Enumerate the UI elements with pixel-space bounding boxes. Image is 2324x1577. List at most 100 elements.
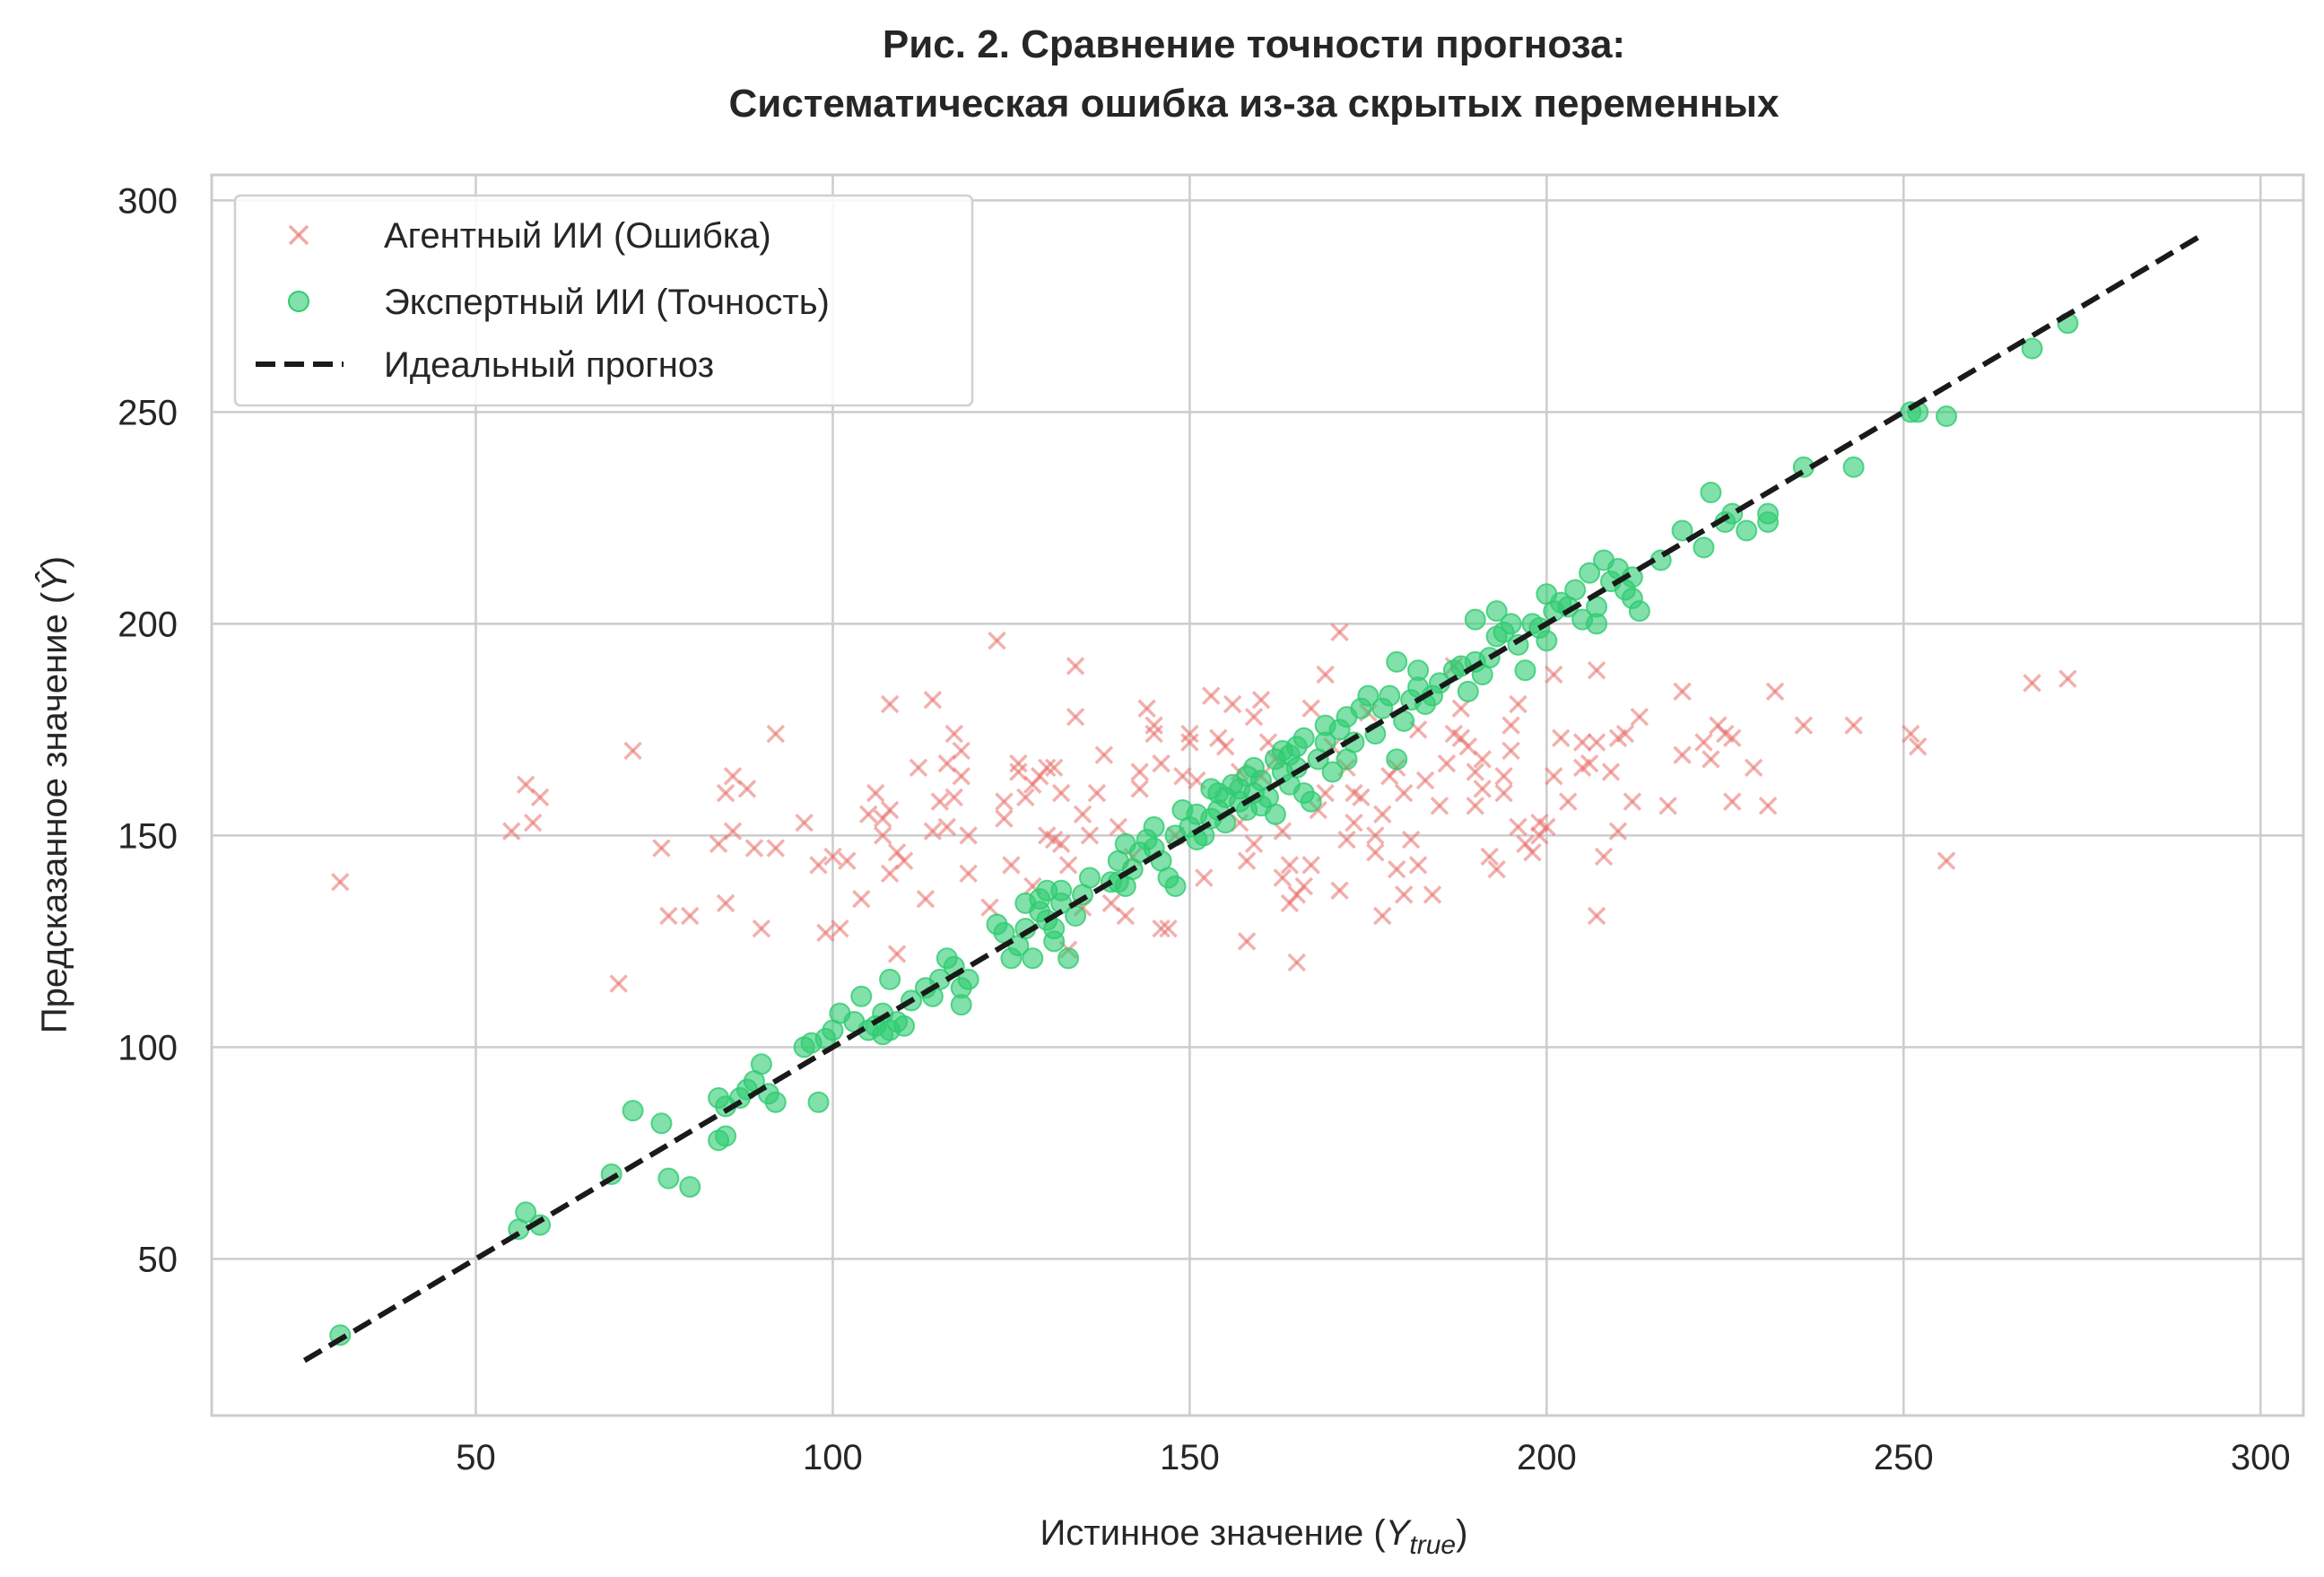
agent-point bbox=[1509, 817, 1528, 837]
ideal-forecast-line bbox=[302, 231, 2206, 1364]
agent-point bbox=[530, 788, 550, 807]
expert-point bbox=[1485, 600, 1508, 623]
agent-point bbox=[1373, 906, 1392, 926]
agent-point bbox=[1273, 822, 1293, 841]
agent-point bbox=[1180, 724, 1199, 744]
agent-point bbox=[1195, 868, 1214, 887]
agent-point bbox=[823, 847, 842, 867]
agent-point bbox=[952, 767, 971, 786]
expert-point bbox=[807, 1091, 830, 1113]
expert-point bbox=[1050, 879, 1073, 902]
agent-point bbox=[652, 839, 671, 858]
agent-point bbox=[1202, 686, 1221, 705]
agent-point bbox=[1287, 953, 1307, 972]
agent-point bbox=[1301, 856, 1320, 875]
y-tick-label: 150 bbox=[118, 816, 178, 856]
agent-point bbox=[1180, 733, 1199, 752]
agent-point bbox=[1794, 716, 1814, 735]
agent-point bbox=[1587, 661, 1606, 680]
expert-point bbox=[1293, 727, 1315, 749]
agent-point bbox=[766, 839, 786, 858]
agent-point bbox=[944, 724, 963, 744]
expert-point bbox=[1628, 600, 1650, 623]
agent-point bbox=[752, 919, 771, 938]
expert-point bbox=[1143, 815, 1165, 838]
y-tick-label: 300 bbox=[118, 181, 178, 221]
agent-point bbox=[1130, 780, 1149, 798]
agent-point bbox=[1494, 767, 1513, 786]
agent-series bbox=[331, 623, 2077, 993]
expert-point bbox=[1671, 519, 1693, 542]
agent-point bbox=[880, 800, 900, 820]
expert-point bbox=[957, 968, 979, 990]
expert-point bbox=[1379, 684, 1401, 707]
expert-point bbox=[1078, 867, 1101, 889]
agent-point bbox=[1608, 822, 1628, 841]
agent-point bbox=[1130, 762, 1149, 781]
agent-point bbox=[1345, 813, 1363, 832]
agent-point bbox=[1487, 859, 1506, 879]
agent-point bbox=[523, 813, 543, 832]
x-axis-label: Истинное значение (Ytrue) bbox=[1040, 1513, 1468, 1560]
agent-point bbox=[1580, 754, 1599, 773]
agent-point bbox=[1237, 932, 1257, 951]
agent-point bbox=[1615, 724, 1635, 744]
expert-point bbox=[1514, 659, 1536, 682]
agent-point bbox=[1501, 716, 1520, 735]
plot-frame bbox=[210, 173, 2305, 1417]
agent-point bbox=[1294, 876, 1313, 896]
agent-point bbox=[609, 974, 628, 993]
agent-point bbox=[1545, 767, 1563, 786]
agent-point bbox=[737, 780, 757, 798]
agent-point bbox=[858, 805, 878, 823]
agent-point bbox=[1094, 745, 1114, 764]
agent-point bbox=[937, 817, 957, 837]
agent-point bbox=[331, 873, 350, 892]
agent-point bbox=[1159, 919, 1178, 938]
y-tick-labels: 50 100 150 200 250 300 bbox=[118, 181, 178, 1279]
agent-point bbox=[880, 694, 900, 714]
agent-point bbox=[930, 792, 950, 811]
expert-point bbox=[1264, 803, 1286, 825]
x-tick-label: 100 bbox=[803, 1438, 863, 1477]
agent-point bbox=[1572, 733, 1592, 752]
agent-point bbox=[1066, 707, 1085, 727]
expert-point bbox=[1321, 761, 1344, 783]
agent-point bbox=[709, 834, 728, 854]
agent-point bbox=[766, 724, 786, 744]
agent-point bbox=[1458, 736, 1478, 756]
agent-point bbox=[1744, 758, 1763, 778]
x-tick-label: 300 bbox=[2231, 1438, 2291, 1477]
agent-point bbox=[1073, 805, 1092, 823]
agent-point bbox=[1844, 716, 1863, 735]
agent-point bbox=[831, 919, 849, 938]
agent-point bbox=[1545, 665, 1563, 684]
agent-point bbox=[1116, 906, 1135, 926]
agent-point bbox=[716, 783, 735, 803]
agent-point bbox=[1702, 750, 1720, 769]
agent-point bbox=[1658, 797, 1677, 815]
agent-point bbox=[1466, 797, 1484, 815]
agent-point bbox=[1466, 762, 1484, 781]
agent-point bbox=[916, 889, 936, 909]
agent-point bbox=[887, 945, 907, 963]
x-tick-label: 200 bbox=[1517, 1438, 1577, 1477]
expert-point bbox=[1386, 748, 1408, 771]
agent-point bbox=[1087, 783, 1107, 803]
agent-point bbox=[944, 788, 963, 807]
expert-point bbox=[650, 1112, 673, 1135]
agent-point bbox=[923, 822, 943, 841]
agent-point bbox=[1223, 694, 1242, 714]
x-tick-label: 150 bbox=[1160, 1438, 1220, 1477]
agent-point bbox=[1330, 881, 1349, 900]
agent-point bbox=[2023, 674, 2041, 693]
y-tick-label: 250 bbox=[118, 393, 178, 432]
agent-point bbox=[1902, 724, 1920, 744]
agent-point bbox=[1352, 788, 1371, 807]
legend-expert-label: Экспертный ИИ (Точность) bbox=[384, 283, 830, 322]
agent-point bbox=[1337, 830, 1356, 849]
agent-point bbox=[1280, 856, 1300, 875]
agent-point bbox=[959, 864, 978, 884]
agent-point bbox=[995, 809, 1014, 828]
